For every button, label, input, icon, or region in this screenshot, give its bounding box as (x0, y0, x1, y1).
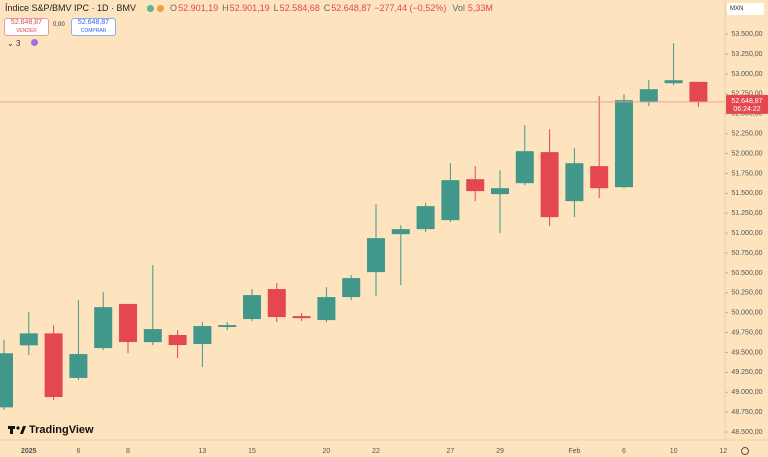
y-tick-label: 50.750,00 (731, 250, 762, 257)
candle-body (615, 100, 633, 188)
ohlc: O 52.901,19 H 52.901,19 L 52.584,68 C 52.648,87 (167, 3, 371, 13)
x-tick-label: 8 (126, 448, 130, 455)
ohlc-value: 52.584,68 (279, 3, 320, 13)
y-tick-label: 53.250,00 (731, 51, 762, 58)
y-tick-label: 51.750,00 (731, 170, 762, 177)
candle-body (639, 89, 658, 103)
logo[interactable]: TradingView (8, 424, 94, 436)
y-tick-label: 50.000,00 (731, 310, 762, 317)
candle-body (69, 354, 88, 378)
candle-body (664, 80, 683, 84)
sell-button[interactable]: 52.648,87 VENDER (4, 18, 49, 36)
y-tick-label: 53.500,00 (731, 31, 762, 38)
buy-label: COMPRAR (80, 28, 107, 34)
candle-body (119, 303, 137, 343)
status-dot (157, 4, 165, 12)
y-tick-label: 48.500,00 (731, 429, 762, 436)
candle-body (689, 81, 708, 102)
x-tick-label: 15 (248, 448, 256, 455)
logo-text: TradingView (29, 424, 94, 436)
candle-body (391, 229, 410, 235)
y-tick-label: 51.000,00 (731, 230, 762, 237)
vol-label: Vol (452, 3, 465, 13)
ohlc-value: 52.648,87 (331, 3, 372, 13)
indicators-toggle[interactable]: ⌄ 3 (7, 39, 38, 48)
symbol-title[interactable]: Índice S&P/BMV IPC · 1D · BMV (5, 3, 137, 13)
spread: 0,00 (53, 22, 65, 28)
x-tick-label: 2025 (21, 448, 37, 455)
candle-body (94, 307, 113, 349)
y-tick-label: 52.000,00 (731, 150, 762, 157)
x-tick-label: 6 (76, 448, 80, 455)
buy-button[interactable]: 52.648,87 COMPRAR (71, 18, 116, 36)
ohlc-key: O (170, 3, 178, 13)
ohlc-value: 52.901,19 (229, 3, 270, 13)
y-tick-label: 49.000,00 (731, 389, 762, 396)
candle-body (590, 166, 609, 189)
x-tick-label: 10 (670, 448, 678, 455)
candle-body (565, 163, 584, 202)
indicator-count: 3 (15, 39, 21, 48)
candle-body (193, 326, 212, 345)
buy-price: 52.648,87 (77, 19, 110, 26)
candle-body (292, 316, 311, 319)
x-tick-label: 27 (447, 448, 455, 455)
y-tick-label: 53.000,00 (731, 71, 762, 78)
x-tick-label: 6 (622, 448, 626, 455)
settings-icon[interactable] (741, 447, 749, 455)
candle-body (19, 333, 38, 346)
candle-body (267, 289, 286, 318)
candle-body (218, 325, 237, 328)
candle-body (243, 295, 261, 320)
y-tick-label: 52.500,00 (731, 111, 762, 118)
candle-body (441, 180, 460, 221)
candle-body (342, 278, 361, 298)
x-tick-label: 22 (372, 448, 380, 455)
candle-body (491, 188, 509, 195)
y-tick-label: 49.750,00 (731, 329, 762, 336)
ohlc-key: C (323, 3, 331, 13)
x-tick-label: 29 (496, 448, 504, 455)
candle-body (0, 353, 13, 408)
candle-body (515, 151, 534, 184)
x-tick-label: 12 (719, 448, 727, 455)
candle-body (317, 297, 336, 321)
y-tick-label: 49.500,00 (731, 349, 762, 356)
indicator-icon (30, 39, 38, 46)
logo-icon (8, 426, 26, 434)
y-tick-label: 51.250,00 (731, 210, 762, 217)
y-tick-label: 49.250,00 (731, 369, 762, 376)
y-tick-label: 52.750,00 (731, 91, 762, 98)
candle-body (416, 206, 435, 230)
vol: 5,33M (467, 3, 493, 13)
y-tick-label: 51.500,00 (731, 190, 762, 197)
ohlc-value: 52.901,19 (178, 3, 219, 13)
sell-label: VENDER (16, 28, 37, 34)
x-tick-label: 20 (323, 448, 331, 455)
x-tick-label: Feb (568, 448, 580, 455)
last-price-box (726, 94, 768, 114)
sell-price: 52.648,87 (10, 19, 43, 26)
y-tick-label: 48.750,00 (731, 409, 762, 416)
ohlc-key: L (273, 3, 279, 13)
candle-body (540, 152, 559, 218)
candle-body (44, 333, 63, 398)
x-tick-label: 13 (199, 448, 207, 455)
y-tick-label: 52.250,00 (731, 131, 762, 138)
last-price-label: 52.648,87 (731, 98, 762, 105)
candle-body (168, 334, 187, 346)
change: −277,44 (−0,52%) (374, 3, 447, 13)
currency[interactable]: MXN (727, 3, 764, 15)
countdown: 06:24:22 (733, 106, 760, 113)
y-tick-label: 50.500,00 (731, 270, 762, 277)
y-tick-label: 50.250,00 (731, 290, 762, 297)
candle-body (143, 329, 162, 343)
candle-body (466, 179, 485, 192)
status-dot (147, 4, 155, 12)
candle-body (367, 238, 385, 273)
header: Índice S&P/BMV IPC · 1D · BMV O 52.901,19… (5, 3, 493, 13)
ohlc-key: H (222, 3, 229, 13)
